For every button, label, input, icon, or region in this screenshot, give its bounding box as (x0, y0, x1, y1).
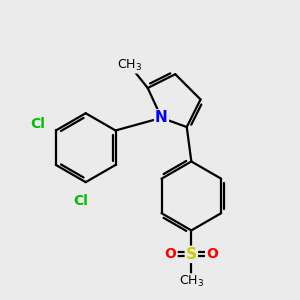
Text: O: O (165, 247, 177, 261)
Text: O: O (206, 247, 218, 261)
Text: S: S (186, 247, 197, 262)
Text: Cl: Cl (30, 117, 45, 130)
Text: CH$_3$: CH$_3$ (179, 274, 204, 289)
Text: N: N (155, 110, 168, 125)
Text: CH$_3$: CH$_3$ (117, 58, 142, 73)
Text: Cl: Cl (74, 194, 88, 208)
